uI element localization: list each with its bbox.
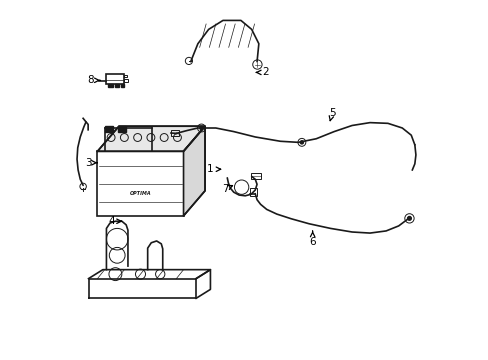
Text: 5: 5 <box>328 108 335 121</box>
Bar <box>250 173 261 179</box>
Text: 4: 4 <box>108 216 121 226</box>
Bar <box>171 130 179 136</box>
Text: 1: 1 <box>207 164 220 174</box>
Text: 8: 8 <box>87 75 100 85</box>
Bar <box>123 78 128 82</box>
Bar <box>115 84 119 87</box>
Text: OPTIMA: OPTIMA <box>129 191 151 196</box>
Polygon shape <box>97 126 204 151</box>
Bar <box>123 75 127 77</box>
Circle shape <box>200 126 203 130</box>
Bar <box>97 151 183 216</box>
Bar <box>118 126 125 132</box>
Text: 6: 6 <box>309 231 315 247</box>
Circle shape <box>300 141 303 144</box>
Text: 3: 3 <box>85 158 97 168</box>
Bar <box>121 84 124 87</box>
Text: 7: 7 <box>222 184 232 194</box>
Polygon shape <box>183 126 204 216</box>
Bar <box>108 84 113 87</box>
Text: 2: 2 <box>256 67 269 77</box>
Bar <box>106 74 123 84</box>
Bar <box>249 188 257 196</box>
Bar <box>105 126 113 132</box>
Circle shape <box>407 216 410 220</box>
